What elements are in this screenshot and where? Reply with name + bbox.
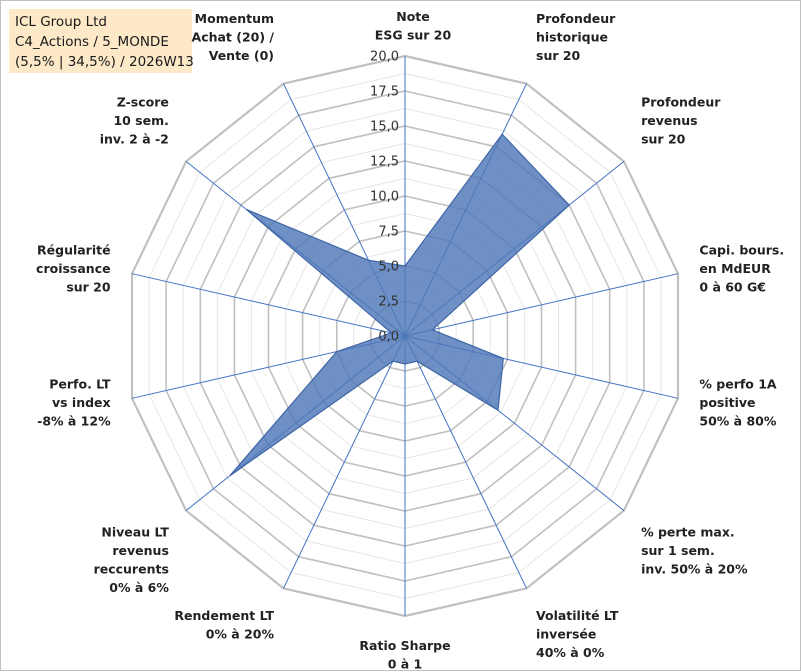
axis-label-line: Momentum (195, 11, 274, 26)
axis-label-line: Niveau LT (101, 524, 169, 539)
spoke-line (404, 273, 679, 337)
axis-label: Profondeur revenus sur 20 (641, 95, 721, 147)
axis-label: % perfo 1A positive 50% à 80% (699, 377, 777, 429)
axis-label-line: 0 à 60 G€ (699, 279, 766, 294)
axis-label-line: 40% à 0% (536, 645, 605, 660)
axis-label-line: 0% à 6% (109, 580, 169, 595)
axis-label: Capi. bours. en MdEUR 0 à 60 G€ (699, 242, 784, 294)
axis-label: Momentum Achat (20) / Vente (0) (192, 11, 275, 63)
tick-label: 7,5 (378, 225, 399, 240)
axis-label-line: vs index (52, 395, 111, 410)
axis-label-line: 10 sem. (113, 113, 168, 128)
axis-label: Niveau LT revenus reccurents 0% à 6% (94, 524, 170, 595)
axis-label-line: Vente (0) (209, 48, 274, 63)
axis-label-line: inversée (536, 627, 596, 642)
axis-label-line: % perte max. (641, 524, 735, 539)
axis-label-line: sur 20 (66, 279, 111, 294)
axis-label-line: sur 20 (641, 132, 686, 147)
axis-label-line: Volatilité LT (536, 608, 619, 623)
axis-label: Z-score 10 sem. inv. 2 à -2 (100, 95, 169, 147)
axis-label: Perfo. LT vs index -8% à 12% (37, 377, 111, 429)
axis-label-line: Capi. bours. (699, 242, 784, 257)
tick-label: 0,0 (378, 330, 399, 345)
tick-label: 10,0 (370, 190, 399, 205)
axis-label-line: 50% à 80% (699, 414, 776, 429)
axis-label-line: historique (536, 29, 608, 44)
axis-label: % perte max. sur 1 sem. inv. 50% à 20% (641, 524, 748, 576)
axis-label-line: inv. 50% à 20% (641, 561, 748, 576)
tick-label: 5,0 (378, 260, 399, 275)
chart-title-box: ICL Group Ltd C4_Actions / 5_MONDE (5,5%… (9, 9, 194, 73)
tick-label: 12,5 (370, 155, 399, 170)
axis-label-line: Perfo. LT (49, 377, 111, 392)
axis-label-line: Régularité (37, 242, 111, 257)
axis-label-line: Profondeur (641, 95, 721, 110)
axis-label: Ratio Sharpe 0 à 1 (359, 638, 450, 672)
axis-label-line: revenus (112, 543, 169, 558)
title-line-1: ICL Group Ltd (15, 14, 107, 30)
axis-label: Profondeur historique sur 20 (536, 11, 616, 63)
axis-label-line: Achat (20) / (192, 29, 275, 44)
axis-label-line: positive (699, 395, 755, 410)
axis-label-line: 0 à 1 (388, 657, 423, 672)
axis-label-line: Ratio Sharpe (359, 638, 450, 653)
axis-label-line: sur 20 (536, 48, 581, 63)
axis-label-line: -8% à 12% (37, 414, 111, 429)
axis-label-line: sur 1 sem. (641, 543, 715, 558)
title-line-3: (5,5% | 34,5%) / 2026W13 (15, 54, 194, 70)
tick-label: 17,5 (370, 85, 399, 100)
tick-label: 2,5 (378, 295, 399, 310)
axis-label-line: inv. 2 à -2 (100, 132, 169, 147)
axis-label-line: Note (396, 9, 430, 24)
axis-label: Rendement LT 0% à 20% (174, 608, 274, 642)
spoke-line (283, 335, 406, 589)
tick-label: 20,0 (370, 50, 399, 65)
spoke-line (131, 273, 406, 337)
tick-label: 15,0 (370, 120, 399, 135)
axis-label-line: 0% à 20% (206, 627, 275, 642)
axis-label-line: croissance (36, 261, 111, 276)
axis-label: Volatilité LT inversée 40% à 0% (536, 608, 619, 660)
axis-label-line: reccurents (94, 561, 169, 576)
axis-label-line: % perfo 1A (699, 377, 777, 392)
title-line-2: C4_Actions / 5_MONDE (15, 34, 169, 50)
axis-label-line: en MdEUR (699, 261, 771, 276)
axis-label-line: Profondeur (536, 11, 616, 26)
spoke-line (404, 335, 527, 589)
axis-label-line: Z-score (117, 95, 169, 110)
axis-label-line: ESG sur 20 (375, 28, 452, 43)
axis-label: Régularité croissance sur 20 (36, 242, 111, 294)
axis-label: Note ESG sur 20 (375, 9, 452, 43)
axis-label-line: revenus (641, 113, 698, 128)
data-area (229, 133, 571, 477)
axis-label-line: Rendement LT (174, 608, 274, 623)
